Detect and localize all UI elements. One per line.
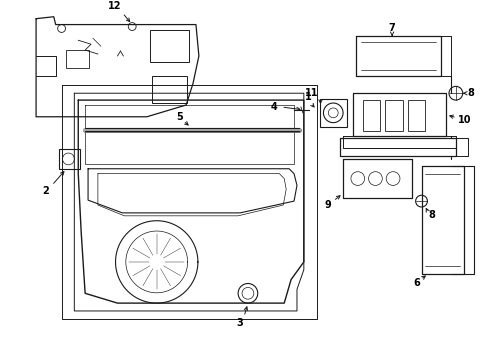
Bar bbox=[362, 100, 380, 131]
Text: 11: 11 bbox=[305, 88, 318, 98]
Text: 1: 1 bbox=[305, 92, 311, 102]
Bar bbox=[65, 50, 89, 68]
Text: 2: 2 bbox=[42, 186, 49, 196]
Text: 3: 3 bbox=[236, 318, 243, 328]
Text: 6: 6 bbox=[412, 279, 419, 288]
Text: 10: 10 bbox=[457, 115, 470, 125]
Bar bbox=[319, 99, 346, 127]
Text: 4: 4 bbox=[270, 102, 277, 112]
Text: 9: 9 bbox=[325, 200, 331, 210]
Text: 8: 8 bbox=[427, 210, 434, 220]
Bar bbox=[385, 100, 402, 131]
Bar bbox=[407, 100, 425, 131]
Bar bbox=[149, 31, 189, 62]
Text: 5: 5 bbox=[176, 112, 183, 122]
Text: 12: 12 bbox=[107, 1, 121, 11]
Bar bbox=[59, 149, 80, 169]
Text: 8: 8 bbox=[467, 88, 473, 98]
Bar bbox=[151, 76, 187, 103]
Text: 7: 7 bbox=[388, 23, 395, 33]
